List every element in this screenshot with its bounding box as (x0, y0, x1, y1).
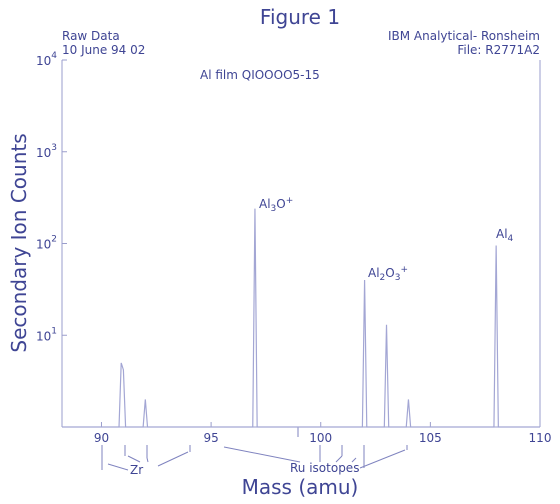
y-tick-exponent: 1 (51, 326, 57, 336)
annotation: Al2O3+ (368, 265, 408, 283)
annotation: Al3O+ (259, 196, 293, 214)
annotation: Zr (130, 463, 143, 477)
x-axis-label: Mass (amu) (242, 475, 359, 499)
x-tick-label: 90 (94, 431, 109, 445)
y-tick-label: 104 (36, 51, 57, 68)
header-left: Raw Data (62, 29, 120, 43)
annotation: Ru isotopes (290, 461, 359, 475)
y-tick-exponent: 2 (51, 235, 57, 245)
y-tick-label: 101 (36, 326, 57, 343)
header-right: File: R2771A2 (457, 43, 540, 57)
spectrum-line (62, 208, 540, 428)
annotation-pointers (101, 427, 408, 471)
y-tick-label: 102 (36, 235, 57, 252)
chart-title: Figure 1 (260, 5, 340, 29)
subtitle: Al film QIOOOO5-15 (200, 68, 320, 82)
y-tick-exponent: 4 (51, 51, 57, 61)
x-tick-label: 105 (419, 431, 442, 445)
y-tick-label: 10 (36, 329, 51, 343)
y-tick-label: 10 (36, 146, 51, 160)
y-tick-label: 103 (36, 143, 57, 160)
y-tick-label: 10 (36, 54, 51, 68)
x-tick-label: 100 (309, 431, 332, 445)
header-left: 10 June 94 02 (62, 43, 145, 57)
y-tick-exponent: 3 (51, 143, 57, 153)
x-tick-label: 95 (203, 431, 218, 445)
annotation: Al4 (496, 227, 514, 244)
header-right: IBM Analytical- Ronsheim (388, 29, 540, 43)
y-tick-label: 10 (36, 238, 51, 252)
x-tick-label: 110 (529, 431, 552, 445)
y-axis-label: Secondary Ion Counts (7, 133, 31, 352)
